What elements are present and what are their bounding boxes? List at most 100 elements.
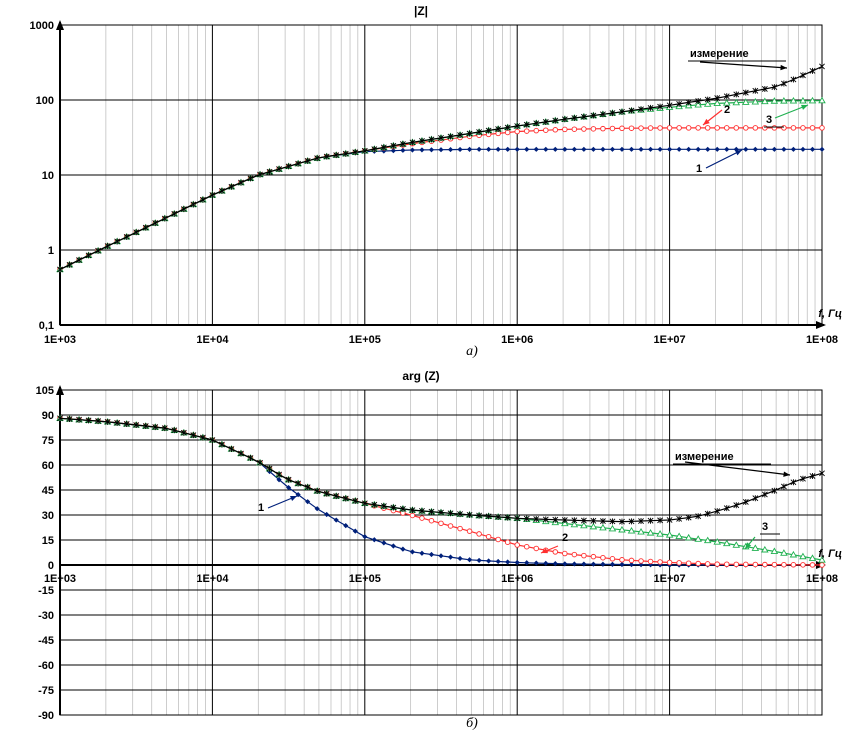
data-point	[800, 125, 806, 131]
x-tick-label: 1E+03	[44, 573, 76, 585]
data-point	[514, 542, 520, 548]
data-point	[638, 125, 644, 131]
data-point	[438, 520, 444, 527]
data-point	[770, 547, 779, 555]
data-point	[780, 483, 787, 490]
data-point	[552, 516, 559, 523]
data-point	[647, 558, 654, 565]
data-point	[390, 504, 397, 511]
data-point	[381, 540, 387, 546]
series-4	[57, 415, 825, 525]
data-point	[609, 556, 616, 562]
y-tick-label: 105	[36, 385, 54, 397]
data-point	[742, 89, 749, 96]
data-point	[419, 147, 425, 153]
data-point	[390, 543, 396, 549]
data-point	[809, 562, 816, 568]
data-point	[57, 415, 63, 422]
annotation-label: 2	[562, 532, 568, 544]
data-point	[771, 561, 778, 568]
data-point	[295, 160, 302, 167]
data-point	[665, 531, 674, 538]
data-point	[285, 476, 292, 483]
data-point	[362, 534, 368, 540]
data-point	[285, 163, 292, 170]
data-point	[600, 111, 606, 118]
data-point	[447, 510, 454, 517]
data-point	[818, 96, 826, 104]
data-point	[304, 157, 311, 164]
x-tick-label: 1E+06	[501, 573, 533, 585]
x-axis-arrow	[816, 321, 826, 329]
data-point	[485, 533, 492, 540]
x-tick-label: 1E+08	[806, 334, 838, 346]
data-point	[133, 422, 140, 428]
data-point	[504, 539, 511, 545]
data-point	[438, 509, 444, 516]
annotation-arrow	[705, 149, 743, 169]
data-point	[447, 146, 454, 153]
data-point	[562, 561, 568, 567]
data-point	[514, 146, 520, 152]
data-point	[266, 168, 273, 175]
panel-caption: б)	[466, 716, 478, 730]
data-point	[676, 125, 682, 131]
data-point	[114, 238, 121, 245]
data-point	[722, 99, 731, 106]
data-point	[333, 493, 340, 500]
data-point	[762, 125, 768, 131]
data-point	[657, 146, 663, 152]
series-1	[57, 415, 825, 568]
data-point	[695, 98, 702, 105]
data-point	[627, 526, 636, 534]
data-point	[751, 97, 760, 105]
data-point	[590, 553, 597, 560]
data-point	[580, 517, 587, 524]
data-point	[257, 171, 263, 178]
data-point	[438, 553, 444, 559]
data-point	[390, 142, 397, 149]
data-point	[476, 557, 482, 564]
data-point	[742, 498, 749, 505]
data-point	[342, 495, 349, 502]
data-point	[714, 125, 720, 131]
data-point	[504, 514, 511, 521]
data-point	[457, 511, 463, 518]
data-point	[409, 507, 416, 514]
data-point	[238, 450, 244, 457]
data-point	[228, 445, 235, 452]
data-point	[314, 155, 321, 162]
data-point	[638, 106, 644, 113]
data-point	[619, 108, 625, 115]
data-point	[286, 484, 292, 491]
data-point	[180, 206, 187, 213]
data-point	[666, 517, 673, 523]
x-tick-label: 1E+04	[196, 334, 229, 346]
data-point	[609, 146, 616, 152]
data-point	[600, 125, 606, 132]
data-point	[247, 454, 254, 461]
x-tick-label: 1E+05	[349, 334, 381, 346]
data-point	[495, 536, 501, 543]
data-point	[305, 499, 311, 505]
chart-title: arg (Z)	[402, 369, 439, 383]
data-point	[761, 85, 768, 92]
data-point	[732, 98, 741, 106]
data-point	[562, 550, 568, 557]
data-point	[343, 522, 349, 529]
data-point	[85, 252, 92, 259]
data-point	[524, 560, 530, 566]
data-point	[743, 561, 749, 568]
data-point	[790, 562, 797, 568]
data-point	[552, 561, 558, 567]
data-point	[486, 558, 492, 564]
data-point	[152, 220, 159, 227]
y-axis-arrow	[56, 385, 64, 395]
data-point	[770, 97, 779, 104]
data-point	[723, 93, 730, 100]
data-point	[780, 80, 787, 87]
y-tick-label: -60	[38, 660, 54, 672]
data-point	[752, 146, 758, 152]
data-point	[733, 125, 740, 131]
data-point	[619, 518, 625, 525]
